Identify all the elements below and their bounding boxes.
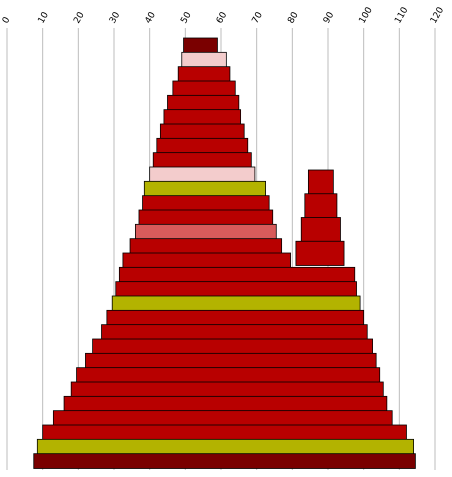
secondary-peak-layer	[304, 193, 338, 219]
x-tick-label: 30	[108, 10, 123, 25]
band-layer	[111, 295, 361, 312]
band-layer	[33, 453, 416, 469]
x-tick-label: 50	[179, 10, 194, 25]
band-layer	[63, 395, 388, 412]
band-layer	[42, 424, 407, 441]
band-layer	[177, 66, 231, 82]
band-layer	[134, 223, 277, 240]
band-layer	[122, 252, 291, 269]
secondary-peak-layer	[295, 240, 345, 266]
band-layer	[152, 152, 252, 168]
band-layer	[85, 352, 377, 369]
band-layer	[181, 51, 227, 68]
band-layer	[149, 166, 256, 183]
band-layer	[70, 381, 384, 398]
band-layer	[106, 309, 365, 326]
band-layer	[183, 37, 218, 54]
band-layers	[33, 37, 416, 469]
band-layer	[92, 338, 373, 355]
band-layer	[36, 438, 414, 455]
band-layer	[138, 209, 274, 226]
band-layer	[76, 367, 381, 383]
x-axis-ticks: 0 10 20 30 40 50 60 70 80 90 100 110 120	[1, 5, 446, 25]
x-tick-label: 60	[215, 10, 230, 25]
band-layer	[52, 410, 393, 426]
x-tick-label: 100	[358, 5, 375, 25]
x-tick-label: 70	[251, 10, 266, 25]
x-tick-label: 20	[72, 10, 87, 25]
band-layer	[167, 94, 240, 111]
band-layer	[143, 180, 266, 197]
band-layer	[156, 137, 249, 154]
band-layer	[129, 238, 283, 254]
x-tick-label: 40	[144, 10, 159, 25]
band-layer	[101, 324, 368, 340]
x-tick-label: 10	[37, 10, 52, 25]
x-tick-label: 80	[286, 10, 301, 25]
x-tick-label: 120	[429, 5, 446, 25]
band-layer	[159, 123, 245, 140]
secondary-peak-layer	[307, 169, 334, 195]
band-layer	[118, 266, 356, 283]
x-tick-label: 110	[393, 5, 410, 25]
band-layer	[172, 80, 236, 97]
band-layer	[163, 109, 242, 125]
band-layer	[142, 195, 270, 211]
x-tick-label: 90	[322, 10, 337, 25]
x-tick-label: 0	[1, 15, 13, 25]
band-layer	[115, 281, 357, 297]
secondary-peak-layer	[300, 217, 341, 243]
